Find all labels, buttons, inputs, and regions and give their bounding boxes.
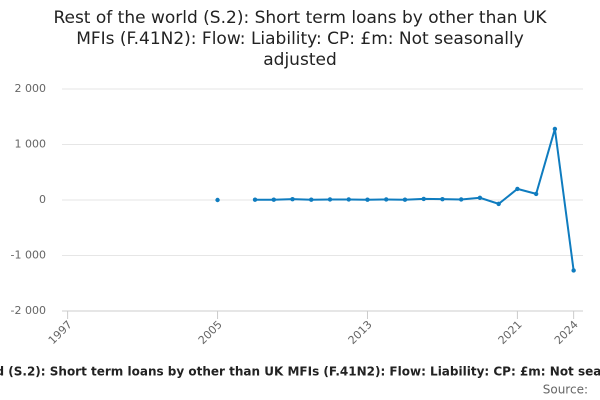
point — [327, 197, 333, 202]
point — [252, 197, 258, 202]
point — [271, 197, 276, 202]
y-tick-label: -2 000 — [11, 304, 46, 317]
point — [384, 197, 389, 202]
line — [255, 128, 575, 271]
point — [515, 186, 520, 192]
x-tick-label: 2021 — [496, 318, 525, 347]
caption: Rest of the world (S.2): Short term loan… — [0, 365, 600, 379]
y-tick-label: 1 000 — [15, 138, 47, 151]
point — [402, 197, 408, 202]
chart-title: MFIs (F.41N2): Flow: Liability: CP: £m: … — [76, 29, 524, 49]
point — [215, 197, 220, 203]
point — [440, 196, 445, 202]
point — [533, 191, 539, 197]
point — [458, 197, 464, 202]
y-tick-label: 0 — [39, 193, 46, 206]
x-tick-label: 1997 — [46, 318, 75, 347]
point — [365, 197, 370, 202]
point — [421, 196, 426, 202]
x-tick-label: 2005 — [196, 318, 225, 347]
chart-title: adjusted — [263, 50, 336, 70]
x-tick-label: 2013 — [346, 318, 375, 347]
chart-title: Rest of the world (S.2): Short term loan… — [53, 8, 547, 28]
x-tick-label: 2024 — [552, 318, 581, 347]
point — [571, 268, 576, 273]
point — [309, 197, 314, 202]
source: Source: — [543, 383, 588, 397]
y-tick-label: -1 000 — [11, 249, 46, 262]
point — [477, 195, 483, 200]
point — [552, 126, 558, 132]
point — [496, 201, 501, 207]
point — [346, 197, 351, 202]
y-tick-label: 2 000 — [15, 82, 47, 95]
point — [290, 196, 295, 202]
